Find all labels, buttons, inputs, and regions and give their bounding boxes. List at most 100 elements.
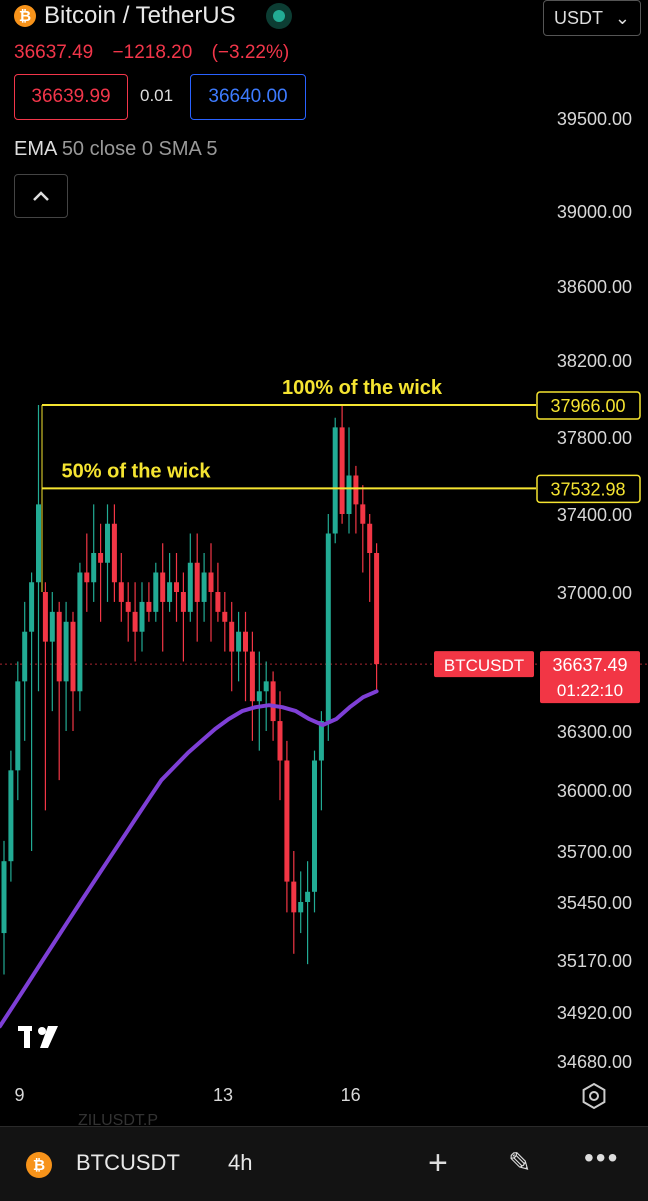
footer-symbol[interactable]: BTCUSDT	[76, 1150, 180, 1175]
tradingview-logo-icon	[18, 1026, 58, 1048]
last-price: 36637.49	[14, 42, 94, 63]
candle-body	[1, 861, 7, 934]
buy-button[interactable]: 36640.00	[190, 74, 306, 120]
candle-body	[153, 572, 159, 612]
bitcoin-icon: ₿	[14, 5, 36, 27]
candle-body	[298, 902, 304, 913]
y-tick-label: 35700.00	[557, 842, 632, 862]
indicator-params: 50 close 0 SMA 5	[61, 138, 218, 160]
candle-body	[353, 475, 359, 505]
candle-body	[36, 504, 41, 583]
indicator-name: EMA	[14, 138, 57, 160]
candle-body	[291, 881, 297, 913]
level-price-label: 37966.00	[550, 396, 625, 416]
currency-select[interactable]: USDT ⌄	[543, 0, 641, 36]
settings-hex-icon[interactable]	[582, 1082, 606, 1110]
spread-value: 0.01	[140, 86, 174, 105]
y-tick-label: 37000.00	[557, 583, 632, 603]
x-tick-label: 16	[341, 1085, 361, 1105]
level-price-label: 37532.98	[550, 479, 625, 499]
candle-body	[360, 504, 366, 524]
candle-body	[180, 592, 186, 612]
candle-body	[111, 523, 117, 583]
candle-body	[305, 891, 311, 902]
candle-body	[105, 523, 110, 563]
candle-body	[174, 582, 179, 592]
more-icon[interactable]: •••	[584, 1142, 620, 1173]
candle-body	[312, 760, 317, 892]
interval-button[interactable]: 4h	[228, 1150, 253, 1175]
candle-body	[249, 651, 255, 702]
symbol-title: Bitcoin / TetherUS	[44, 2, 236, 29]
candle-body	[70, 621, 76, 692]
y-tick-label: 37800.00	[557, 428, 632, 448]
candle-body	[146, 601, 152, 612]
candle-body	[8, 770, 14, 862]
candle-body	[132, 611, 138, 632]
candle-body	[277, 721, 283, 761]
candle-body	[318, 721, 324, 761]
chevron-up-icon	[33, 191, 49, 201]
level-price-tag	[536, 474, 641, 504]
candle-body	[160, 572, 166, 602]
level-label: 100% of the wick	[282, 377, 443, 399]
y-tick-label: 38600.00	[557, 277, 632, 297]
plus-icon[interactable]: +	[428, 1144, 448, 1182]
candle-body	[222, 611, 228, 622]
candle-body	[167, 582, 173, 602]
candle-body	[22, 631, 28, 682]
sell-button[interactable]: 36639.99	[14, 74, 128, 120]
candle-body	[49, 611, 55, 642]
market-open-icon	[265, 3, 292, 29]
candle-body	[339, 427, 345, 514]
candle-body	[118, 582, 124, 602]
pen-icon[interactable]: ✎	[508, 1147, 532, 1178]
candle-body	[56, 611, 62, 682]
candle-body	[374, 553, 380, 665]
bitcoin-icon: ₿	[26, 1152, 52, 1178]
ema-line	[0, 689, 379, 1029]
candle-body	[29, 582, 35, 632]
y-tick-label: 38200.00	[557, 351, 632, 371]
level-label: 50% of the wick	[62, 460, 212, 482]
candle-body	[42, 592, 48, 642]
bottom-toolbar	[0, 1126, 648, 1201]
quote-row: 36637.49 −1218.20 (−3.22%)	[14, 42, 289, 64]
candle-body	[84, 572, 90, 583]
price-tag-value: 36637.49	[552, 655, 627, 675]
candle-body	[346, 475, 352, 514]
candle-body	[98, 553, 104, 563]
candle-body	[15, 681, 21, 771]
candle-body	[187, 562, 193, 612]
candle-body	[256, 691, 262, 702]
chevron-down-icon: ⌄	[614, 7, 630, 28]
y-tick-label: 39500.00	[557, 109, 632, 129]
price-change: −1218.20	[112, 42, 193, 63]
level-price-tag	[536, 391, 641, 420]
candle-body	[201, 572, 207, 602]
indicator-legend[interactable]: EMA 50 close 0 SMA 5	[14, 138, 217, 161]
y-tick-label: 35450.00	[557, 893, 632, 913]
y-tick-label: 34920.00	[557, 1003, 632, 1023]
y-tick-label: 39000.00	[557, 202, 632, 222]
candle-body	[284, 760, 290, 882]
candle-body	[236, 631, 242, 652]
candle-body	[215, 592, 221, 612]
collapse-legend-button[interactable]	[14, 174, 68, 218]
y-tick-label: 36300.00	[557, 722, 632, 742]
candle-body	[208, 572, 214, 592]
candle-body	[77, 572, 83, 692]
candle-body	[63, 621, 69, 682]
candle-body	[91, 553, 97, 583]
y-tick-label: 37400.00	[557, 505, 632, 525]
candle-body	[325, 533, 331, 722]
candle-body	[243, 631, 248, 652]
symbol-tag	[434, 651, 534, 678]
y-tick-label: 35170.00	[557, 951, 632, 971]
candle-body	[263, 681, 269, 692]
candle-body	[125, 601, 131, 612]
x-tick-label: 9	[14, 1085, 24, 1105]
symbol-header[interactable]: ₿ Bitcoin / TetherUS	[14, 2, 292, 30]
price-tag	[540, 651, 640, 704]
price-chart[interactable]: 39500.00 39000.00 38600.00 38200.00 37800.00…	[0, 0, 648, 1110]
